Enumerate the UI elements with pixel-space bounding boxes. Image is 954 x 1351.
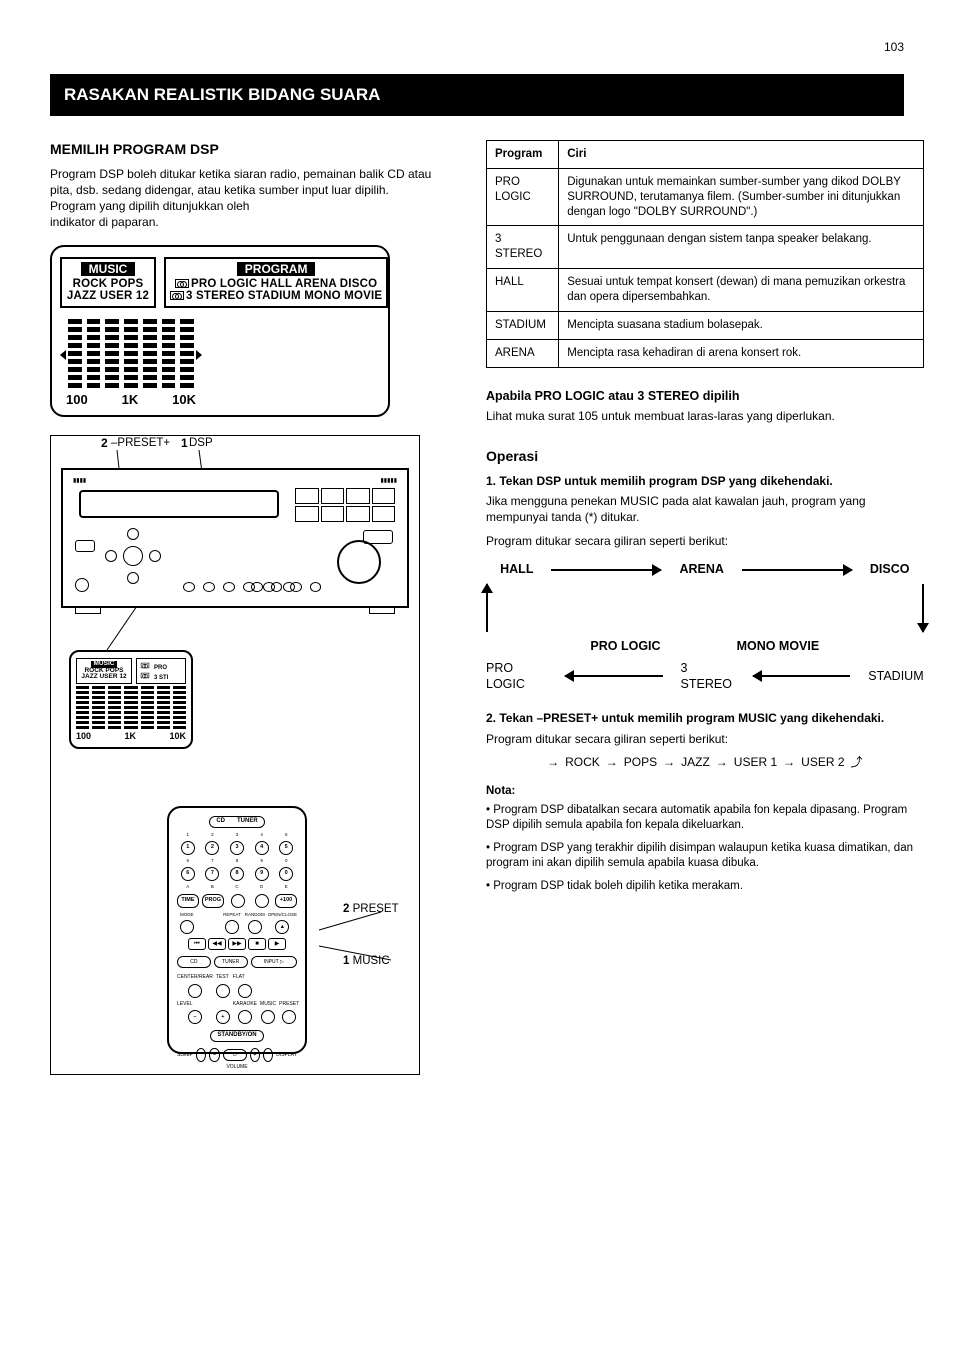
cycle-e: STADIUM (868, 668, 923, 684)
dolby-icon (175, 279, 189, 288)
table-cell-feature: Mencipta suasana stadium bolasepak. (559, 312, 923, 340)
top-columns: MEMILIH PROGRAM DSP Program DSP boleh di… (50, 140, 904, 1076)
note-1: • Program DSP dibatalkan secara automati… (486, 803, 924, 833)
c2-user1: USER 1 (734, 755, 777, 771)
dsp-p1: Program DSP boleh ditukar ketika siaran … (50, 166, 450, 198)
right-note-body: Lihat muka surat 105 untuk membuat laras… (486, 408, 924, 424)
lcd-eq: 100 1K 10K (66, 318, 196, 409)
note-3: • Program DSP tidak boleh dipilih ketika… (486, 879, 924, 894)
lcd-music-row2: JAZZ USER 12 (66, 290, 150, 302)
callout-music: 1 MUSIC (343, 954, 390, 969)
lcd-mini: MUSICROCK POPSJAZZ USER 12 PRO3 STI 1001… (69, 650, 193, 749)
th-features: Ciri (559, 140, 923, 168)
cycle-f: 3 STEREO (681, 660, 736, 693)
eq-label-100: 100 (66, 392, 88, 409)
arrow-right-icon (551, 569, 661, 571)
receiver-callout-1: 1 (181, 436, 188, 452)
table-cell-feature: Untuk penggunaan dengan sistem tanpa spe… (559, 226, 923, 269)
step1-sub: Jika mengguna penekan MUSIC pada alat ka… (486, 493, 924, 525)
note-2: • Program DSP yang terakhir dipilih disi… (486, 841, 924, 871)
receiver-callout-2: 2 (101, 436, 108, 452)
device-illustration: –PRESET+ DSP 2 1 2 PRESET 1 MUSIC ▮▮▮▮▮▮… (50, 435, 420, 1075)
callout-preset: 2 PRESET (343, 902, 399, 917)
table-cell-feature: Sesuai untuk tempat konsert (dewan) di m… (559, 269, 923, 312)
cycle-diagram-1: HALL ARENA DISCO PRO LOGIC MONO MOVIE PR… (486, 561, 924, 692)
dsp-p3: indikator di paparan. (50, 214, 450, 230)
lcd-program-title: PROGRAM (237, 262, 316, 277)
arrow-up-icon (486, 584, 488, 632)
section-title: RASAKAN REALISTIK BIDANG SUARA (50, 74, 904, 116)
cycle-d: MONO MOVIE (737, 638, 820, 654)
operation-head: Operasi (486, 447, 924, 465)
c2-pops: POPS (624, 755, 657, 771)
c2-user2: USER 2 (801, 755, 844, 771)
programs-table: Program Ciri PRO LOGICDigunakan untuk me… (486, 140, 924, 368)
lcd-display: MUSIC ROCK POPS JAZZ USER 12 PROGRAM PRO… (50, 245, 390, 418)
table-cell-program: ARENA (487, 340, 559, 368)
cycle-g: PRO LOGIC (486, 660, 547, 693)
receiver-unit: ▮▮▮▮▮▮▮▮▮ (61, 468, 409, 608)
table-cell-feature: Mencipta rasa kehadiran di arena konsert… (559, 340, 923, 368)
c2-rock: ROCK (565, 755, 600, 771)
c2-jazz: JAZZ (681, 755, 710, 771)
lcd-program-box: PROGRAM PRO LOGIC HALL ARENA DISCO 3 STE… (164, 257, 388, 309)
arrow-left-icon (565, 675, 662, 677)
step1-cycle-label: Program ditukar secara giliran seperti b… (486, 533, 924, 549)
dolby-icon (170, 291, 184, 300)
lcd-program-row2: 3 STEREO STADIUM MONO MOVIE (170, 290, 382, 302)
notes: Nota: • Program DSP dibatalkan secara au… (486, 784, 924, 894)
eq-label-10k: 10K (172, 392, 196, 409)
notes-title: Nota: (486, 784, 924, 799)
table-cell-feature: Digunakan untuk memainkan sumber-sumber … (559, 168, 923, 226)
eq-label-1k: 1K (122, 392, 139, 409)
step1: 1. Tekan DSP untuk memilih program DSP y… (486, 473, 924, 489)
lcd-music-title: MUSIC (81, 262, 136, 277)
callout-preset-pm: –PRESET+ (111, 436, 170, 451)
left-column: MEMILIH PROGRAM DSP Program DSP boleh di… (50, 140, 450, 1076)
arrow-down-icon (922, 584, 924, 632)
table-cell-program: HALL (487, 269, 559, 312)
cycle-c: DISCO (870, 561, 910, 577)
table-cell-program: PRO LOGIC (487, 168, 559, 226)
table-cell-program: STADIUM (487, 312, 559, 340)
step2-cycle-label: Program ditukar secara giliran seperti b… (486, 731, 924, 747)
lcd-music-row1: ROCK POPS (66, 278, 150, 290)
arrow-left-icon (753, 675, 850, 677)
callout-dsp: DSP (189, 436, 213, 451)
cycle-b: ARENA (679, 561, 723, 577)
lcd-program-row1: PRO LOGIC HALL ARENA DISCO (170, 278, 382, 290)
cycle-h: PRO LOGIC (590, 638, 660, 654)
right-column: Program Ciri PRO LOGICDigunakan untuk me… (486, 140, 924, 1076)
remote-control: CDTUNER 12345 12345 67890 67890 ABCDE TI… (167, 806, 307, 1054)
cycle-a: HALL (500, 561, 533, 577)
right-note-head: Apabila PRO LOGIC atau 3 STEREO dipilih (486, 388, 924, 404)
lcd-music-box: MUSIC ROCK POPS JAZZ USER 12 (60, 257, 156, 309)
arrow-right-icon (742, 569, 852, 571)
th-program: Program (487, 140, 559, 168)
page-number: 103 (50, 40, 904, 56)
dsp-p2: Program yang dipilih ditunjukkan oleh (50, 198, 450, 214)
step2: 2. Tekan –PRESET+ untuk memilih program … (486, 710, 924, 726)
dsp-heading: MEMILIH PROGRAM DSP (50, 140, 450, 158)
cycle-diagram-2: → ROCK→ POPS→ JAZZ→ USER 1→ USER 2 ⤴ (486, 755, 924, 771)
table-cell-program: 3 STEREO (487, 226, 559, 269)
